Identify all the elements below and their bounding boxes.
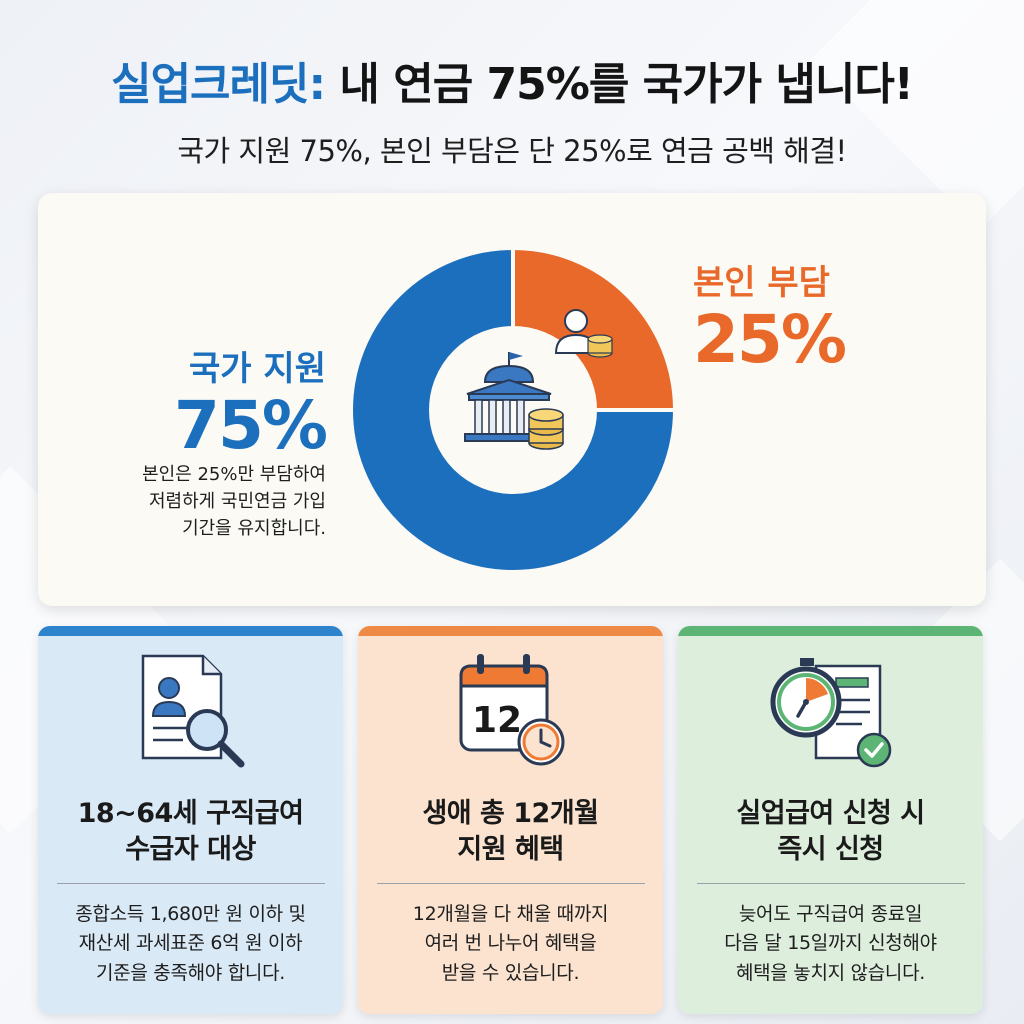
divider	[376, 882, 645, 884]
description-line: 본인은 25%만 부담하여	[142, 464, 326, 485]
divider	[56, 882, 325, 884]
self-pay-text: 본인 부담	[693, 263, 830, 303]
header: 실업크레딧: 내 연금 75%를 국가가 냅니다! 국가 지원 75%, 본인 …	[0, 48, 1024, 170]
page-subtitle: 국가 지원 75%, 본인 부담은 단 25%로 연금 공백 해결!	[177, 134, 847, 168]
info-card-duration: 12 생애 총 12개월 지원 혜택 12개월을 다 채울 때까지 여러 번 나…	[358, 626, 663, 1014]
donut-slice-self	[511, 245, 678, 412]
card-description: 12개월을 다 채울 때까지 여러 번 나누어 혜택을 받을 수 있습니다.	[412, 902, 609, 984]
card-title: 18~64세 구직급여 수급자 대상	[77, 798, 304, 866]
card-title: 생애 총 12개월 지원 혜택	[422, 798, 599, 866]
info-card-eligibility: 18~64세 구직급여 수급자 대상 종합소득 1,680만 원 이하 및 재산…	[38, 626, 343, 1014]
state-support-percent: 75%	[174, 387, 328, 464]
calendar-number: 12	[471, 700, 521, 741]
description-line: 기간을 유지합니다.	[182, 518, 326, 539]
title-rest: 내 연금 75%를 국가가 냅니다!	[339, 59, 913, 110]
page-title: 실업크레딧: 내 연금 75%를 국가가 냅니다!	[0, 48, 1024, 112]
donut-chart	[349, 245, 678, 574]
stopwatch-document-icon	[770, 658, 891, 768]
main-chart-card: 국가 지원 75% 본인은 25%만 부담하여 저렴하게 국민연금 가입 기간을…	[38, 193, 986, 606]
card-accent-bar	[678, 626, 983, 636]
chart-description: 본인은 25%만 부담하여 저렴하게 국민연금 가입 기간을 유지합니다.	[142, 461, 326, 542]
card-description: 늦어도 구직급여 종료일 다음 달 15일까지 신청해야 혜택을 놓치지 않습니…	[724, 902, 937, 984]
state-support-label: 국가 지원 75%	[174, 341, 328, 464]
coin-stack-icon	[528, 408, 564, 450]
card-title: 실업급여 신청 시 즉시 신청	[736, 798, 925, 866]
card-accent-bar	[38, 626, 343, 636]
person-coins-icon	[554, 309, 613, 358]
donut-slice-state	[349, 245, 678, 574]
card-description: 종합소득 1,680만 원 이하 및 재산세 과세표준 6억 원 이하 기준을 …	[75, 902, 306, 984]
government-building-icon	[464, 352, 554, 442]
info-card-deadline: 실업급여 신청 시 즉시 신청 늦어도 구직급여 종료일 다음 달 15일까지 …	[678, 626, 983, 1014]
title-highlight: 실업크레딧:	[111, 59, 326, 110]
divider	[696, 882, 965, 884]
document-search-icon	[141, 654, 244, 768]
state-support-text: 국가 지원	[189, 349, 326, 389]
card-accent-bar	[358, 626, 663, 636]
description-line: 저렴하게 국민연금 가입	[148, 491, 326, 512]
self-pay-percent: 25%	[693, 301, 847, 378]
calendar-clock-icon: 12	[459, 654, 564, 766]
self-pay-label: 본인 부담 25%	[693, 255, 847, 378]
